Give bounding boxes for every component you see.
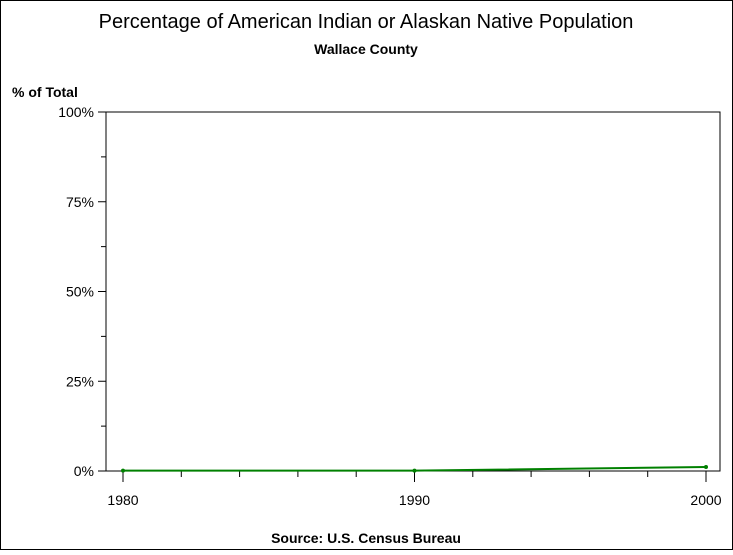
y-tick-label: 100% [58,104,94,120]
x-tick-label: 1980 [107,492,138,508]
y-tick-label: 0% [74,463,94,479]
source-footnote: Source: U.S. Census Bureau [271,530,461,546]
y-tick-label: 75% [66,194,94,210]
data-point [412,468,417,473]
data-point [704,465,708,470]
x-tick-label: 2000 [690,492,721,508]
y-tick-label: 25% [66,373,94,389]
y-tick-label: 50% [66,284,94,300]
x-tick-label: 1990 [399,492,430,508]
data-point [121,468,125,473]
y-axis-label: % of Total [12,84,78,100]
chart-subtitle: Wallace County [314,41,418,57]
chart-title: Percentage of American Indian or Alaskan… [99,11,634,33]
